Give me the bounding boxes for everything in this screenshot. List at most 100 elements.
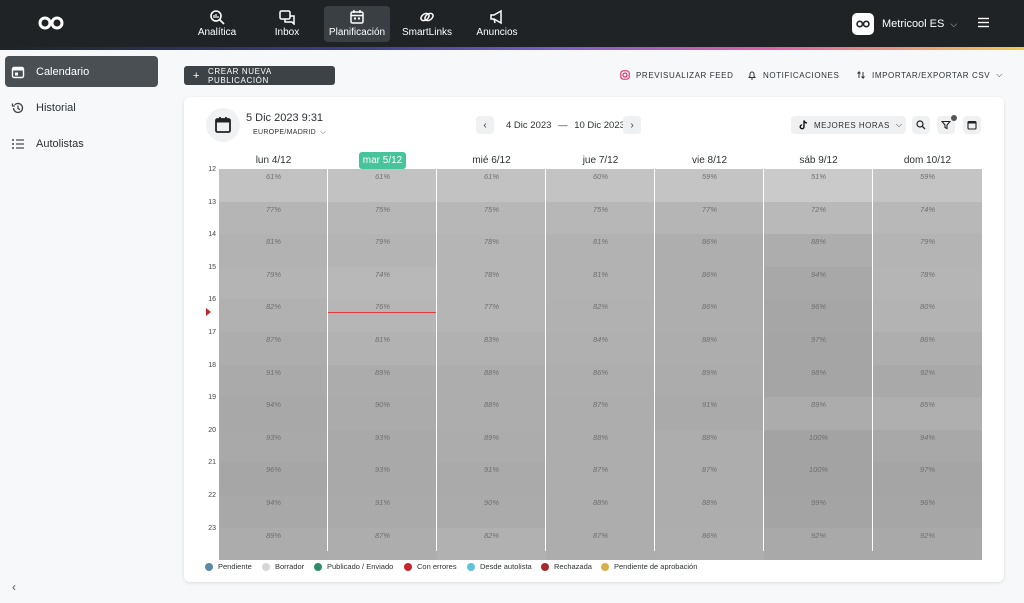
menu-icon[interactable] [977, 16, 990, 29]
hour-slot[interactable]: 81% [328, 332, 437, 365]
hour-slot[interactable]: 88% [764, 234, 873, 267]
day-header[interactable]: lun 4/12 [255, 155, 292, 166]
hour-slot[interactable]: 77% [437, 299, 546, 332]
sidebar-item-historial[interactable]: Historial [5, 92, 158, 123]
hour-slot[interactable]: 89% [219, 528, 328, 560]
hour-slot[interactable]: 74% [873, 202, 982, 234]
hour-slot[interactable]: 90% [328, 397, 437, 430]
hour-slot[interactable]: 79% [873, 234, 982, 267]
hour-slot[interactable]: 92% [764, 528, 873, 560]
calendar-view-button[interactable] [963, 116, 981, 134]
hour-slot[interactable]: 78% [873, 267, 982, 299]
hour-slot[interactable]: 86% [546, 365, 655, 397]
hour-slot[interactable]: 94% [219, 495, 328, 528]
hour-slot[interactable]: 79% [328, 234, 437, 267]
hour-slot[interactable]: 88% [546, 495, 655, 528]
hour-slot[interactable]: 96% [873, 495, 982, 528]
hour-slot[interactable]: 98% [764, 365, 873, 397]
hour-slot[interactable]: 93% [328, 430, 437, 462]
nav-planificacion[interactable]: Planificación [324, 6, 390, 42]
hour-slot[interactable]: 89% [764, 397, 873, 430]
hour-slot[interactable]: 97% [764, 332, 873, 365]
hour-slot[interactable]: 87% [546, 462, 655, 495]
hour-slot[interactable]: 75% [437, 202, 546, 234]
hour-slot[interactable]: 87% [655, 462, 764, 495]
hour-slot[interactable]: 82% [219, 299, 328, 332]
hour-slot[interactable]: 96% [219, 462, 328, 495]
hour-slot[interactable]: 93% [219, 430, 328, 462]
hour-slot[interactable]: 78% [437, 234, 546, 267]
previous-week-button[interactable]: ‹ [476, 116, 494, 134]
hour-slot[interactable]: 87% [546, 528, 655, 560]
hour-slot[interactable]: 94% [873, 430, 982, 462]
hour-slot[interactable]: 76% [328, 299, 437, 332]
day-header[interactable]: sáb 9/12 [799, 155, 838, 166]
hour-slot[interactable]: 88% [437, 365, 546, 397]
hour-slot[interactable]: 84% [546, 332, 655, 365]
hour-slot[interactable]: 88% [655, 430, 764, 462]
hour-slot[interactable]: 88% [655, 332, 764, 365]
hour-slot[interactable]: 75% [546, 202, 655, 234]
hour-slot[interactable]: 94% [764, 267, 873, 299]
hour-slot[interactable]: 51% [764, 169, 873, 202]
hour-slot[interactable]: 100% [764, 430, 873, 462]
hour-slot[interactable]: 89% [655, 365, 764, 397]
metricool-logo[interactable] [38, 14, 64, 32]
hour-slot[interactable]: 78% [437, 267, 546, 299]
hour-slot[interactable]: 97% [873, 462, 982, 495]
nav-smartlinks[interactable]: SmartLinks [394, 6, 460, 42]
hour-slot[interactable]: 81% [546, 267, 655, 299]
timezone-select[interactable]: EUROPE/MADRID ⌵ [253, 129, 326, 137]
hour-slot[interactable]: 92% [873, 528, 982, 560]
hour-slot[interactable]: 86% [873, 332, 982, 365]
next-week-button[interactable]: › [623, 116, 641, 134]
day-header[interactable]: mié 6/12 [472, 155, 511, 166]
day-header[interactable]: dom 10/12 [903, 155, 952, 166]
hour-slot[interactable]: 88% [437, 397, 546, 430]
hour-slot[interactable]: 88% [546, 430, 655, 462]
hour-slot[interactable]: 81% [546, 234, 655, 267]
hour-slot[interactable]: 61% [328, 169, 437, 202]
hour-slot[interactable]: 87% [328, 528, 437, 560]
hour-slot[interactable]: 82% [437, 528, 546, 560]
hour-slot[interactable]: 86% [655, 299, 764, 332]
notifications-button[interactable]: NOTIFICACIONES [747, 70, 839, 80]
nav-analitica[interactable]: Analítica [184, 6, 250, 42]
hour-slot[interactable]: 82% [546, 299, 655, 332]
hour-slot[interactable]: 72% [764, 202, 873, 234]
zoom-button[interactable] [912, 116, 930, 134]
create-publication-button[interactable]: + CREAR NUEVA PUBLICACIÓN [184, 66, 335, 85]
hour-slot[interactable]: 83% [437, 332, 546, 365]
import-export-button[interactable]: IMPORTAR/EXPORTAR CSV ⌵ [856, 70, 1003, 80]
hour-slot[interactable]: 61% [219, 169, 328, 202]
hour-slot[interactable]: 59% [873, 169, 982, 202]
hour-slot[interactable]: 74% [328, 267, 437, 299]
sidebar-item-autolistas[interactable]: Autolistas [5, 128, 158, 159]
hour-slot[interactable]: 91% [437, 462, 546, 495]
hour-slot[interactable]: 93% [328, 462, 437, 495]
hour-slot[interactable]: 87% [546, 397, 655, 430]
day-header[interactable]: jue 7/12 [582, 155, 619, 166]
best-hours-button[interactable]: MEJORES HORAS ⌵ [791, 116, 906, 134]
hour-slot[interactable]: 61% [437, 169, 546, 202]
collapse-sidebar-button[interactable]: ‹ [12, 580, 16, 594]
hour-slot[interactable]: 89% [328, 365, 437, 397]
hour-slot[interactable]: 86% [655, 267, 764, 299]
account-switcher[interactable]: Metricool ES ⌵ [852, 13, 957, 35]
sidebar-item-calendario[interactable]: Calendario [5, 56, 158, 87]
nav-anuncios[interactable]: Anuncios [464, 6, 530, 42]
hour-slot[interactable]: 90% [437, 495, 546, 528]
hour-slot[interactable]: 89% [437, 430, 546, 462]
hour-slot[interactable]: 77% [655, 202, 764, 234]
hour-slot[interactable]: 60% [546, 169, 655, 202]
hour-slot[interactable]: 86% [655, 528, 764, 560]
hour-slot[interactable]: 80% [873, 299, 982, 332]
hour-slot[interactable]: 77% [219, 202, 328, 234]
hour-slot[interactable]: 91% [219, 365, 328, 397]
preview-feed-button[interactable]: PREVISUALIZAR FEED [620, 70, 734, 80]
hour-slot[interactable]: 91% [655, 397, 764, 430]
hour-slot[interactable]: 87% [219, 332, 328, 365]
nav-inbox[interactable]: Inbox [254, 6, 320, 42]
hour-slot[interactable]: 79% [219, 267, 328, 299]
hour-slot[interactable]: 100% [764, 462, 873, 495]
